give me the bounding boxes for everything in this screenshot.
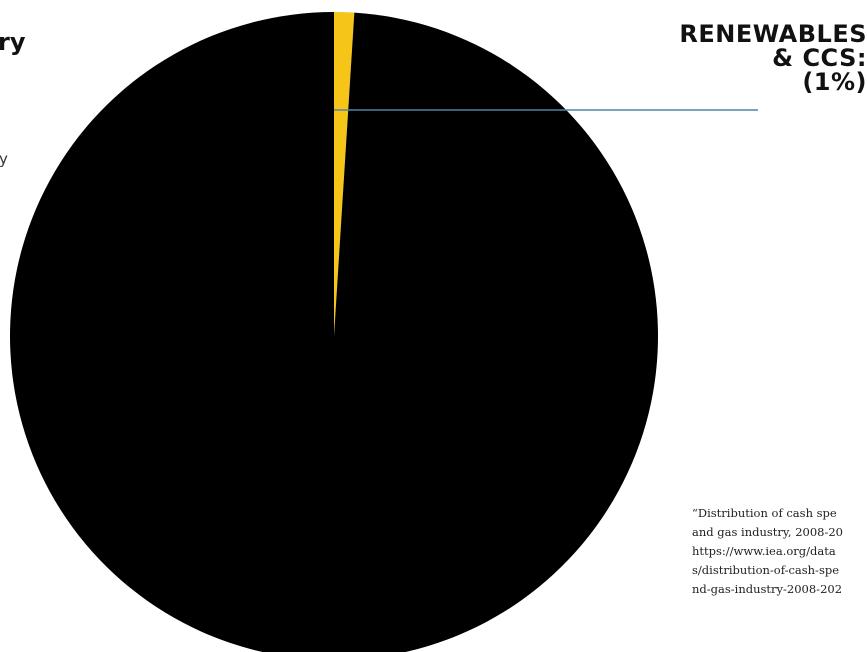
- cropped-text-fragment: y: [0, 150, 8, 168]
- cropped-title-fragment: ry: [0, 28, 26, 56]
- source-line-4: s/distribution-of-cash-spe: [692, 563, 840, 577]
- callout-line-3: (1%): [802, 68, 867, 96]
- source-citation: “Distribution of cash spe and gas indust…: [692, 504, 867, 599]
- pie-slice-renewables-ccs: [334, 12, 355, 336]
- pie-slices: [10, 12, 658, 652]
- source-line-1: “Distribution of cash spe: [692, 506, 837, 520]
- callout-line-1: RENEWABLES: [679, 20, 867, 48]
- callout-line-2: & CCS:: [772, 44, 867, 72]
- renewables-callout-label: RENEWABLES & CCS: (1%): [679, 22, 867, 94]
- pie-slice-1: [10, 12, 658, 652]
- source-line-2: and gas industry, 2008-20: [692, 525, 843, 539]
- source-line-5: nd-gas-industry-2008-202: [692, 582, 843, 596]
- source-line-3: https://www.iea.org/data: [692, 544, 836, 558]
